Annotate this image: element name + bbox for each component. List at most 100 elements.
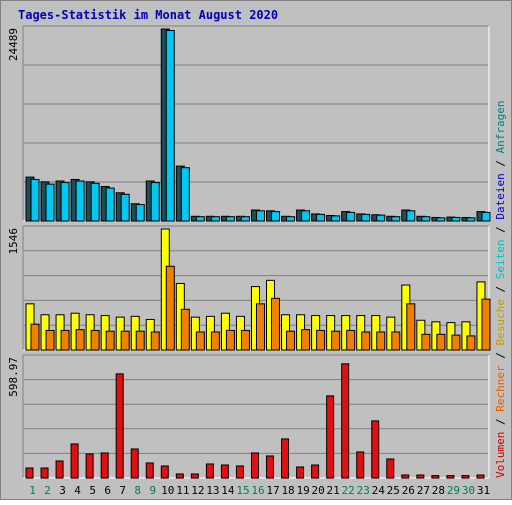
day-label: 18 (281, 484, 294, 497)
day-label: 6 (104, 484, 111, 497)
bar-volumen-day-21 (326, 395, 335, 479)
bar-volumen-day-22 (341, 363, 350, 479)
bar-rechner-day-4 (75, 329, 85, 351)
day-label: 19 (296, 484, 309, 497)
bar-dateien-day-27 (421, 216, 431, 222)
bar-rechner-day-2 (45, 329, 55, 351)
bar-dateien-day-25 (391, 216, 401, 222)
bar-rechner-day-20 (316, 329, 326, 351)
bar-volumen-day-26 (401, 474, 410, 479)
bar-volumen-day-8 (130, 448, 139, 479)
day-label: 15 (236, 484, 249, 497)
bar-dateien-day-9 (150, 182, 160, 222)
bar-volumen-day-20 (311, 464, 320, 479)
bar-dateien-day-31 (481, 211, 491, 222)
bar-volumen-day-17 (266, 455, 275, 479)
bar-rechner-day-23 (361, 331, 371, 351)
legend-rechner: Rechner (494, 365, 507, 412)
bar-dateien-day-5 (90, 182, 100, 222)
y-max-label: 598.97 (7, 357, 20, 397)
bar-volumen-day-28 (431, 475, 440, 479)
bar-dateien-day-26 (406, 210, 416, 222)
bar-rechner-day-5 (90, 329, 100, 351)
bar-dateien-day-15 (240, 216, 250, 222)
bar-rechner-day-22 (346, 329, 356, 351)
day-label: 3 (59, 484, 66, 497)
legend-separator: / (494, 412, 507, 432)
bar-dateien-day-8 (135, 204, 145, 222)
day-label: 23 (357, 484, 370, 497)
day-label: 24 (372, 484, 386, 497)
day-label: 28 (432, 484, 445, 497)
bar-rechner-day-24 (376, 331, 386, 351)
bar-dateien-day-4 (75, 180, 85, 222)
bar-rechner-day-6 (105, 330, 115, 351)
day-label: 27 (417, 484, 430, 497)
legend-volumen: Volumen (494, 432, 507, 478)
day-label: 14 (221, 484, 235, 497)
bar-volumen-day-25 (386, 458, 395, 479)
legend-besuche: Besuche (494, 299, 507, 345)
bar-dateien-day-24 (376, 214, 386, 222)
bar-volumen-day-27 (416, 474, 425, 479)
panel-3: 598.97 (7, 354, 490, 479)
bar-rechner-day-8 (135, 330, 145, 351)
bar-volumen-day-29 (446, 475, 455, 479)
day-label: 26 (402, 484, 415, 497)
chart-title: Tages-Statistik im Monat August 2020 (18, 8, 278, 22)
bar-dateien-day-19 (301, 210, 311, 222)
bar-rechner-day-29 (451, 334, 461, 351)
bar-rechner-day-19 (301, 329, 311, 351)
bar-volumen-day-2 (40, 467, 49, 479)
bar-rechner-day-17 (271, 297, 281, 351)
bar-volumen-day-1 (25, 467, 34, 479)
bar-dateien-day-6 (105, 187, 115, 222)
legend-separator: / (494, 220, 507, 240)
legend-seiten: Seiten (494, 240, 507, 280)
legend-text: Volumen / Rechner / Besuche / Seiten / D… (494, 100, 507, 478)
bar-dateien-day-18 (286, 216, 296, 222)
panel-2: 1546 (7, 225, 491, 351)
legend-separator: / (494, 153, 507, 173)
bar-volumen-day-15 (235, 465, 244, 479)
bar-volumen-day-7 (115, 373, 124, 479)
vertical-legend: Volumen / Rechner / Besuche / Seiten / D… (494, 100, 507, 478)
bar-dateien-day-23 (361, 213, 371, 222)
bar-rechner-day-3 (60, 329, 70, 351)
bar-dateien-day-20 (316, 213, 326, 222)
day-label: 13 (206, 484, 219, 497)
bar-dateien-day-1 (30, 178, 40, 222)
bar-volumen-day-31 (476, 474, 485, 479)
bar-dateien-day-12 (195, 216, 205, 222)
bar-rechner-day-18 (286, 330, 296, 351)
bar-rechner-day-27 (421, 333, 431, 351)
bar-volumen-day-3 (55, 460, 64, 479)
bar-volumen-day-16 (250, 452, 259, 479)
panel-1: 24489 (7, 25, 491, 222)
bar-rechner-day-11 (180, 308, 190, 351)
bar-volumen-day-30 (461, 475, 470, 479)
bar-rechner-day-1 (30, 323, 40, 351)
bar-volumen-day-24 (371, 420, 380, 479)
bar-dateien-day-21 (331, 215, 341, 222)
day-label: 4 (74, 484, 81, 497)
bar-rechner-day-13 (210, 331, 220, 351)
bar-volumen-day-19 (296, 466, 305, 479)
bar-rechner-day-25 (391, 331, 401, 351)
bar-dateien-day-17 (271, 211, 281, 222)
bar-volumen-day-11 (175, 473, 184, 479)
bar-rechner-day-14 (225, 329, 235, 351)
bar-rechner-day-28 (436, 333, 446, 351)
bar-volumen-day-23 (356, 451, 365, 479)
day-label: 11 (176, 484, 189, 497)
day-label: 22 (342, 484, 355, 497)
bar-volumen-day-9 (145, 462, 154, 479)
bar-rechner-day-12 (195, 331, 205, 351)
bar-dateien-day-11 (180, 167, 190, 222)
bar-volumen-day-13 (205, 463, 214, 479)
day-label: 31 (477, 484, 490, 497)
bar-volumen-day-4 (70, 443, 79, 479)
day-label: 25 (387, 484, 400, 497)
